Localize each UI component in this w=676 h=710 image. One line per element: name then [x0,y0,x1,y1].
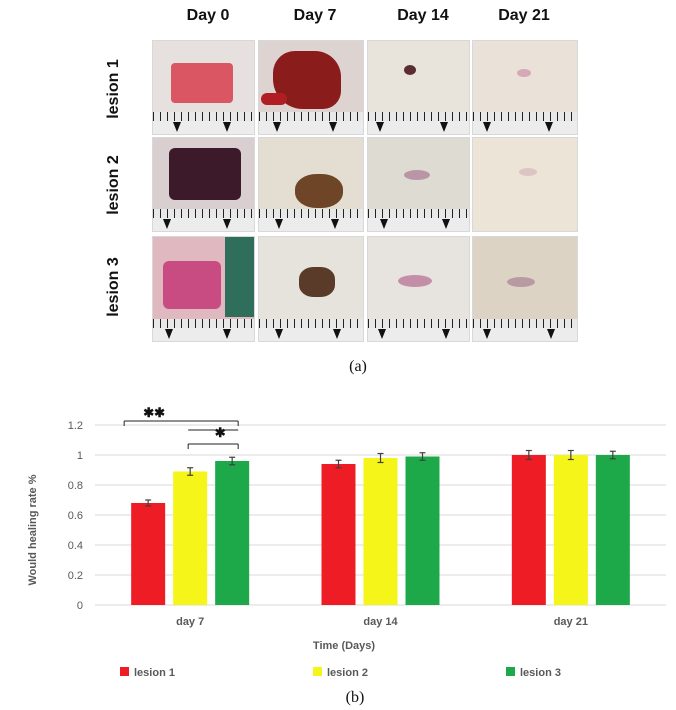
ruler [259,112,363,134]
row-header-lesion-2: lesion 2 [105,155,122,215]
photo-lesion-1-day-14 [367,40,470,135]
y-axis-label: Would healing rate % [27,474,39,585]
wound-mark [299,267,335,297]
x-tick-label: day 21 [554,616,588,628]
error-bar [145,499,152,507]
legend-label: lesion 2 [327,667,368,679]
legend-swatch [506,667,515,676]
bar-lesion-2-day-14 [363,458,398,605]
ruler [259,319,363,341]
y-tick-label: 1.2 [68,420,83,432]
bar-lesion-3-day-21 [595,455,630,605]
row-header-lesion-3: lesion 3 [105,257,122,317]
ruler [153,319,254,341]
wound-mark [404,65,416,75]
error-bar [609,450,616,460]
ruler [259,209,363,231]
significance-bracket [187,429,239,449]
y-tick-label: 0.4 [68,540,83,552]
column-header-day-14: Day 14 [397,7,449,24]
photo-lesion-2-day-14 [367,137,470,232]
wound-mark [507,277,535,287]
bar-lesion-1-day-21 [511,455,546,605]
y-tick-label: 0.6 [68,510,83,522]
bar-lesion-2-day-7 [173,471,208,605]
ruler [153,209,254,231]
photo-lesion-2-day-0 [152,137,255,232]
bar-lesion-2-day-21 [553,455,588,605]
y-tick-label: 0.2 [68,570,83,582]
y-tick-label: 0.8 [68,480,83,492]
photo-lesion-3-day-14 [367,236,470,342]
ruler [368,112,469,134]
wound-mark [169,148,241,200]
wound-mark [398,275,432,287]
bar-lesion-3-day-7 [215,461,250,605]
photo-lesion-1-day-21 [472,40,578,135]
significance-label: ✱✱ [143,405,165,420]
photo-lesion-1-day-7 [258,40,364,135]
ruler [473,112,577,134]
y-tick-label: 1 [77,450,83,462]
caption-a: (a) [349,358,367,375]
photo-lesion-1-day-0 [152,40,255,135]
x-tick-label: day 14 [363,616,398,628]
x-axis-label: Time (Days) [313,640,375,652]
wound-mark [519,168,537,176]
row-header-lesion-1: lesion 1 [105,59,122,119]
column-header-day-7: Day 7 [293,7,337,24]
legend-item-lesion-1: lesion 1 [120,667,175,679]
background-mark [225,237,254,317]
error-bar [419,452,426,461]
significance-label: ✱ [215,425,226,440]
error-bar [187,467,194,476]
ruler [368,209,469,231]
column-header-day-0: Day 0 [186,7,230,24]
legend-label: lesion 1 [134,667,175,679]
y-tick-label: 0 [77,600,83,612]
wound-mark [163,261,221,309]
ruler [473,319,577,341]
error-bar [377,452,384,464]
wound-mark [295,174,343,208]
wound-mark [404,170,430,180]
blood-mark [261,93,287,105]
photo-lesion-3-day-0 [152,236,255,342]
wound-mark [517,69,531,77]
ruler [368,319,469,341]
significance-bracket [123,420,239,426]
error-bar [229,456,236,466]
photo-lesion-3-day-7 [258,236,364,342]
bar-lesion-1-day-7 [131,503,166,605]
column-header-day-21: Day 21 [498,7,550,24]
error-bar [335,459,342,469]
legend-swatch [120,667,129,676]
legend-item-lesion-3: lesion 3 [506,667,561,679]
photo-lesion-2-day-21 [472,137,578,232]
caption-b: (b) [345,689,365,706]
photo-lesion-2-day-7 [258,137,364,232]
error-bar [567,449,574,461]
legend-label: lesion 3 [520,667,561,679]
wound-mark [171,63,233,103]
x-tick-label: day 7 [176,616,204,628]
ruler [153,112,254,134]
legend-item-lesion-2: lesion 2 [313,667,368,679]
bar-lesion-1-day-14 [321,464,356,605]
error-bar [525,449,532,461]
legend-swatch [313,667,322,676]
photo-lesion-3-day-21 [472,236,578,342]
bar-lesion-3-day-14 [405,456,440,605]
